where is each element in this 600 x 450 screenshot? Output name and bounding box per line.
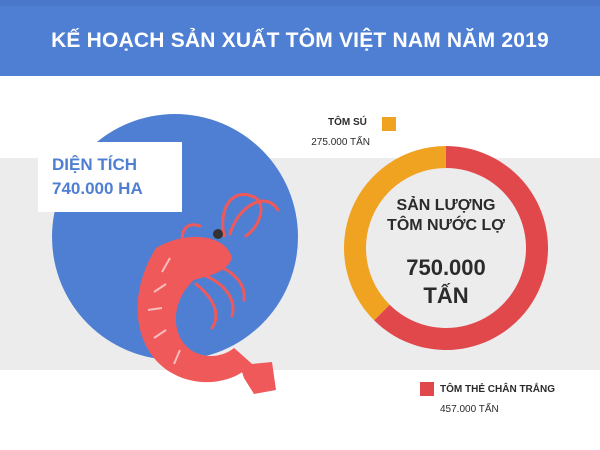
- donut-center-value: 750.000: [406, 255, 486, 280]
- area-label-value: 740.000 HA: [52, 179, 143, 198]
- donut-center-line2: TÔM NƯỚC LỢ: [387, 217, 505, 234]
- shrimp-icon: [137, 192, 280, 394]
- donut-slice-tom-su: [344, 146, 446, 321]
- donut-chart: [344, 146, 548, 350]
- header-bar: KẾ HOẠCH SẢN XUẤT TÔM VIỆT NAM NĂM 2019: [0, 6, 600, 76]
- legend-label-tom-the: TÔM THẺ CHÂN TRẮNG: [440, 384, 555, 395]
- legend-value-tom-su: 275.000 TẤN: [311, 137, 370, 148]
- page-title: KẾ HOẠCH SẢN XUẤT TÔM VIỆT NAM NĂM 2019: [51, 29, 549, 52]
- donut-slice-tom-the-chan-trang: [374, 146, 548, 350]
- donut-center-line1: SẢN LƯỢNG: [396, 197, 496, 214]
- legend-item-tom-the: TÔM THẺ CHÂN TRẮNG 457.000 TẤN: [420, 382, 590, 422]
- top-accent-strip: [0, 0, 600, 6]
- donut-center-label: SẢN LƯỢNG TÔM NƯỚC LỢ 750.000 TẤN: [366, 196, 526, 310]
- legend-label-tom-su: TÔM SÚ: [328, 117, 367, 128]
- legend-swatch-tom-the: [420, 382, 434, 396]
- legend-value-tom-the: 457.000 TẤN: [440, 404, 499, 415]
- area-label-box: DIỆN TÍCH 740.000 HA: [38, 142, 182, 212]
- legend-swatch-tom-su: [382, 117, 396, 131]
- area-label-title: DIỆN TÍCH: [52, 155, 137, 174]
- donut-center-unit: TẤN: [423, 283, 469, 308]
